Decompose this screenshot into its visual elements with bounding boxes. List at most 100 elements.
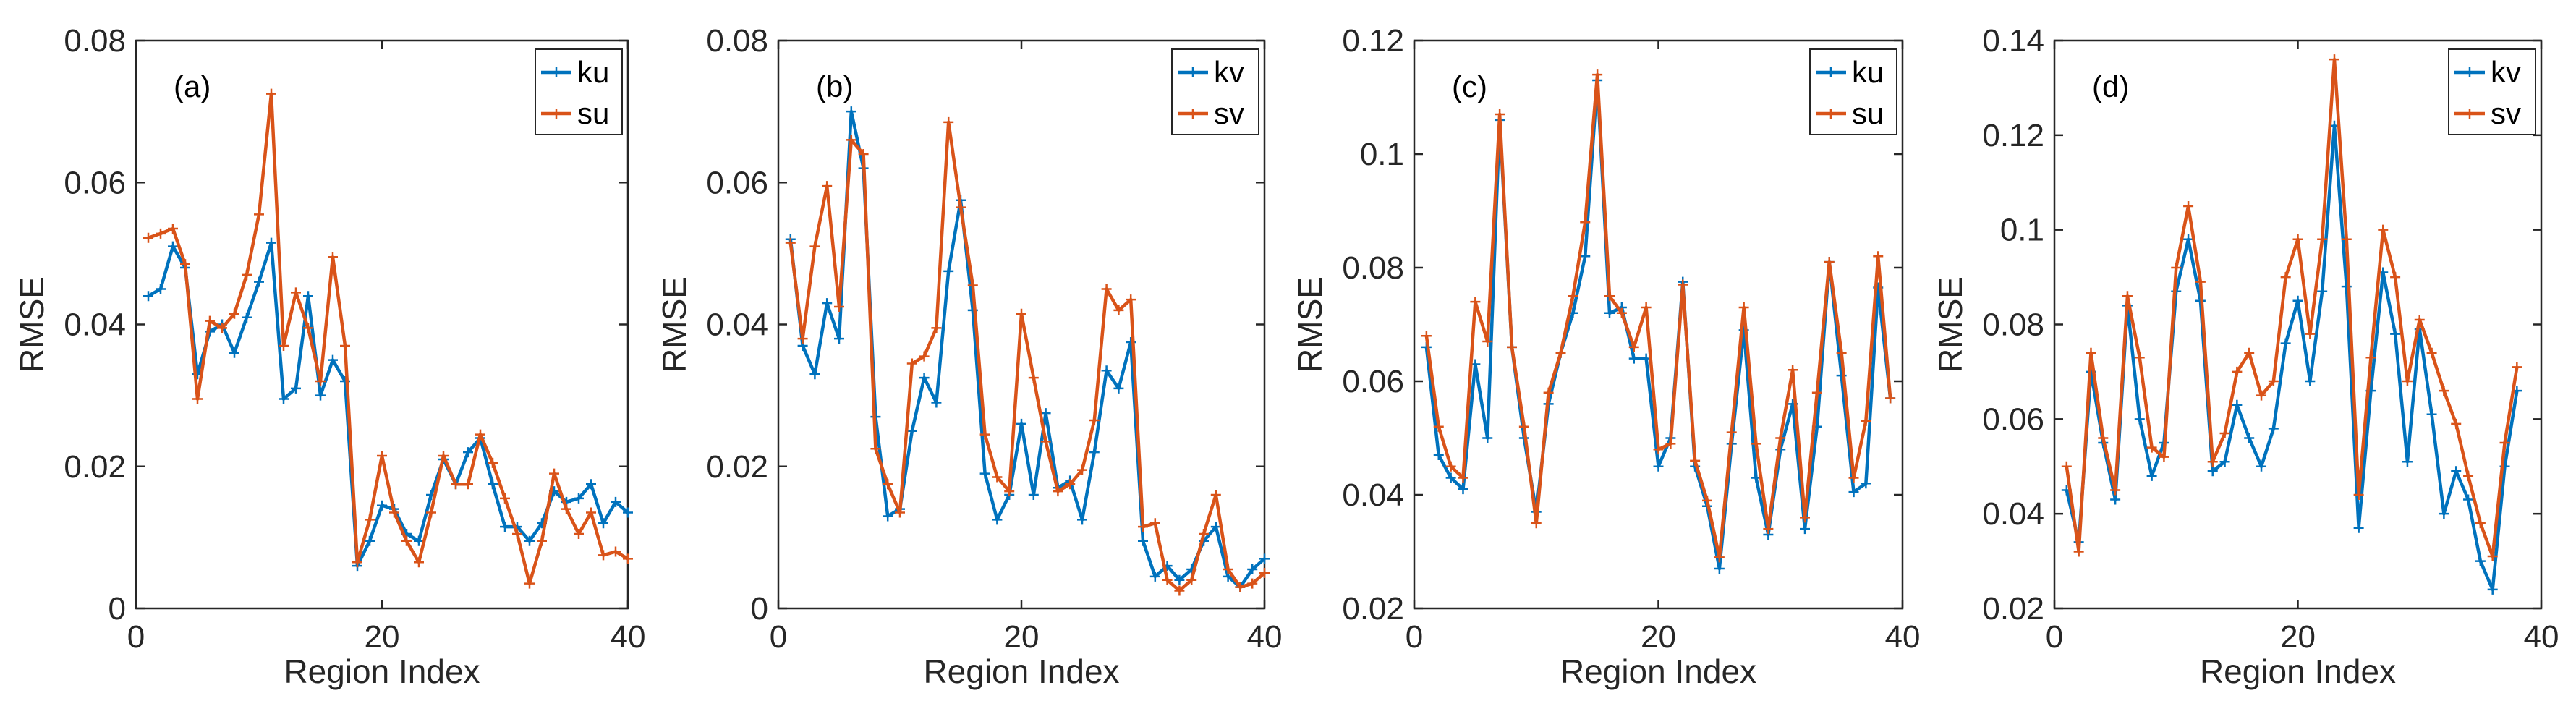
data-point-ku	[1445, 472, 1456, 483]
x-tick-label: 0	[2046, 619, 2063, 655]
data-point-su	[192, 394, 203, 404]
data-point-su	[254, 209, 264, 220]
x-tick-label: 40	[1885, 619, 1921, 655]
data-point-sv	[1126, 294, 1136, 305]
data-point-kv	[2207, 466, 2218, 477]
data-point-ku	[488, 479, 498, 490]
data-point-su	[1873, 251, 1884, 262]
data-point-sv	[1235, 582, 1246, 592]
data-point-kv	[2219, 456, 2230, 467]
data-point-su	[1714, 552, 1725, 563]
data-point-su	[1836, 347, 1847, 358]
data-point-sv	[2487, 551, 2498, 562]
y-axis-title: RMSE	[1931, 276, 1969, 373]
data-point-su	[1824, 257, 1835, 268]
data-point-kv	[943, 265, 954, 276]
data-point-kv	[822, 298, 833, 309]
data-point-kv	[1040, 408, 1051, 419]
data-point-sv	[2232, 366, 2243, 377]
data-point-sv	[895, 507, 905, 518]
data-point-ku	[586, 479, 596, 490]
y-tick-label: 0.08	[64, 23, 126, 59]
data-point-sv	[992, 472, 1003, 483]
data-point-su	[623, 553, 633, 564]
data-point-ku	[266, 237, 276, 248]
data-point-su	[1568, 291, 1578, 302]
data-point-kv	[2280, 338, 2291, 349]
chart-panel-3: 0.02 0.04 0.06 0.08 0.1 0.12 0 20 40 Region Index…	[1291, 23, 1920, 690]
data-point-kv	[906, 425, 917, 436]
data-point-su	[1678, 279, 1688, 290]
data-point-sv	[2353, 490, 2364, 500]
data-point-sv	[2122, 291, 2133, 302]
data-point-su	[451, 479, 461, 490]
data-point-sv	[2171, 263, 2182, 273]
data-point-ku	[574, 493, 584, 504]
data-point-su	[229, 308, 239, 319]
data-point-ku	[1482, 433, 1493, 443]
data-point-kv	[2146, 470, 2157, 481]
panel-label: (d)	[2092, 69, 2129, 103]
data-point-su	[1616, 307, 1627, 318]
data-point-su	[340, 340, 350, 351]
y-axis-title: RMSE	[13, 276, 51, 373]
data-point-ku	[229, 347, 239, 358]
data-point-su	[1543, 387, 1554, 398]
data-point-sv	[2195, 276, 2206, 287]
data-point-sv	[1053, 486, 1063, 497]
data-point-kv	[1101, 365, 1112, 376]
data-point-sv	[1065, 479, 1076, 490]
legend-marker-sv	[2465, 109, 2475, 119]
data-point-kv	[2110, 494, 2121, 505]
data-point-sv	[1138, 522, 1148, 532]
data-point-su	[1702, 495, 1712, 506]
data-point-ku	[1604, 307, 1615, 318]
data-point-su	[217, 323, 227, 333]
chart-panel-4: 0.02 0.04 0.06 0.08 0.1 0.12 0.14 0 20 40 Region I…	[1931, 23, 2559, 690]
data-point-kv	[1028, 490, 1039, 500]
y-axis-title: RMSE	[1291, 276, 1329, 373]
data-point-sv	[2159, 451, 2169, 462]
data-point-su	[1458, 472, 1468, 483]
data-point-sv	[979, 429, 990, 440]
data-point-kv	[1259, 553, 1270, 564]
data-point-kv	[1210, 522, 1221, 532]
data-point-sv	[2451, 418, 2462, 429]
data-point-sv	[1077, 464, 1087, 475]
legend-marker-kv	[2465, 67, 2475, 77]
legend-box	[535, 48, 623, 135]
data-point-su	[315, 376, 326, 386]
data-point-kv	[1174, 574, 1185, 585]
y-tick-label: 0.08	[1342, 250, 1404, 286]
x-tick-label: 40	[611, 619, 646, 655]
legend-marker-sv	[1188, 109, 1198, 119]
data-point-sv	[2073, 546, 2084, 557]
data-point-su	[1445, 461, 1456, 472]
data-point-kv	[979, 468, 990, 479]
data-point-su	[561, 504, 571, 514]
data-point-su	[1726, 427, 1737, 438]
data-point-kv	[931, 397, 942, 408]
y-tick-label: 0.04	[706, 307, 768, 343]
data-point-ku	[156, 284, 166, 294]
legend-label-sv: sv	[1214, 96, 1244, 130]
data-point-su	[426, 507, 436, 518]
legend-label-sv: sv	[2491, 96, 2521, 130]
data-point-sv	[1223, 564, 1233, 575]
legend-label-su: su	[577, 96, 609, 130]
data-point-su	[168, 224, 178, 234]
data-point-sv	[1162, 574, 1173, 585]
data-point-su	[401, 535, 412, 546]
data-point-ku	[524, 535, 535, 546]
data-point-sv	[2219, 428, 2230, 438]
x-axis-title: Region Index	[923, 653, 1119, 690]
y-tick-label: 0.04	[64, 307, 126, 343]
data-point-su	[1861, 415, 1871, 426]
data-point-sv	[870, 443, 881, 454]
data-point-su	[1495, 109, 1505, 120]
data-point-sv	[2086, 347, 2096, 358]
data-point-su	[143, 232, 153, 243]
y-tick-label: 0.02	[706, 449, 768, 485]
data-point-su	[1751, 438, 1761, 449]
x-tick-label: 0	[770, 619, 787, 655]
